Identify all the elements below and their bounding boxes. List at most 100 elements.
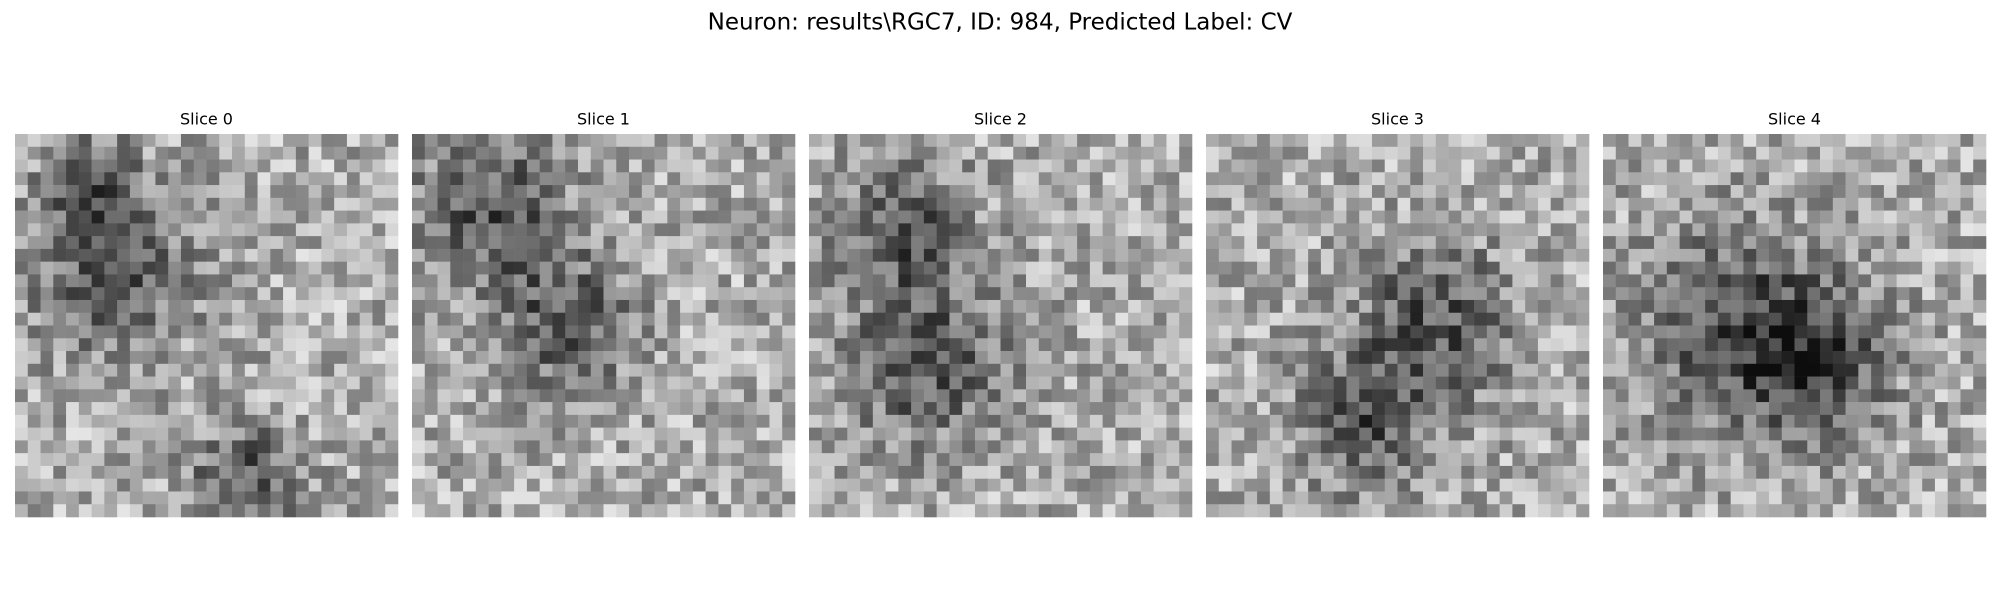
pixel xyxy=(1603,172,1617,186)
pixel xyxy=(180,312,195,326)
pixel xyxy=(359,478,373,492)
pixel xyxy=(834,478,848,492)
pixel xyxy=(66,351,80,365)
pixel xyxy=(475,248,489,262)
pixel xyxy=(232,402,246,416)
pixel xyxy=(1077,363,1091,377)
pixel xyxy=(1858,274,1872,288)
pixel xyxy=(692,440,706,454)
pixel xyxy=(1206,299,1220,314)
pixel xyxy=(15,197,29,211)
pixel xyxy=(847,185,861,199)
pixel xyxy=(590,197,604,211)
pixel xyxy=(1666,402,1680,416)
pixel xyxy=(1641,236,1655,250)
pixel xyxy=(1512,223,1526,237)
pixel xyxy=(923,465,937,479)
pixel xyxy=(847,363,861,377)
pixel xyxy=(1102,376,1116,390)
pixel xyxy=(1257,351,1271,365)
pixel xyxy=(1563,440,1577,454)
pixel xyxy=(1973,248,1987,262)
pixel xyxy=(1603,146,1617,160)
pixel xyxy=(1359,274,1373,288)
pixel xyxy=(1218,197,1232,211)
pixel xyxy=(629,325,643,339)
pixel xyxy=(142,312,156,326)
pixel xyxy=(308,478,322,492)
pixel xyxy=(885,312,899,326)
pixel xyxy=(78,478,92,492)
pixel xyxy=(359,389,373,403)
pixel xyxy=(692,465,706,479)
pixel xyxy=(1947,491,1961,505)
pixel xyxy=(577,210,592,224)
pixel xyxy=(168,465,182,479)
pixel xyxy=(437,363,451,377)
pixel xyxy=(526,274,540,288)
pixel xyxy=(1563,427,1577,441)
pixel xyxy=(1858,134,1872,148)
pixel xyxy=(1781,299,1795,314)
pixel xyxy=(206,504,220,518)
pixel xyxy=(1384,210,1398,224)
pixel xyxy=(1922,338,1936,352)
pixel xyxy=(898,376,912,390)
pixel xyxy=(1435,248,1449,262)
pixel xyxy=(1359,440,1373,454)
pixel xyxy=(885,236,899,250)
pixel xyxy=(1858,159,1872,173)
pixel xyxy=(206,146,220,160)
pixel xyxy=(1435,236,1449,250)
pixel xyxy=(1896,197,1910,211)
pixel xyxy=(1654,504,1668,518)
pixel xyxy=(885,414,899,428)
pixel xyxy=(463,376,477,390)
pixel xyxy=(1832,389,1846,403)
pixel xyxy=(66,159,80,173)
pixel xyxy=(1474,312,1488,326)
pixel xyxy=(155,478,169,492)
pixel xyxy=(450,197,464,211)
pixel xyxy=(1781,223,1795,237)
pixel xyxy=(1832,134,1846,148)
pixel xyxy=(334,210,348,224)
pixel xyxy=(769,363,783,377)
pixel xyxy=(129,338,143,352)
pixel xyxy=(283,159,297,173)
pixel xyxy=(117,261,131,275)
pixel xyxy=(552,172,566,186)
pixel xyxy=(1423,134,1437,148)
pixel xyxy=(667,504,681,518)
pixel xyxy=(1359,389,1373,403)
pixel xyxy=(756,287,770,301)
pixel xyxy=(424,453,438,467)
pixel xyxy=(1089,351,1103,365)
pixel xyxy=(1756,402,1770,416)
pixel xyxy=(1896,248,1910,262)
pixel xyxy=(834,146,848,160)
pixel xyxy=(270,440,284,454)
pixel xyxy=(1257,210,1271,224)
pixel xyxy=(206,453,220,467)
pixel xyxy=(1461,299,1475,314)
pixel xyxy=(1781,261,1795,275)
pixel xyxy=(1257,389,1271,403)
pixel xyxy=(847,287,861,301)
pixel xyxy=(437,427,451,441)
pixel xyxy=(1257,465,1271,479)
pixel xyxy=(1756,248,1770,262)
pixel xyxy=(782,312,796,326)
pixel xyxy=(1089,402,1103,416)
pixel xyxy=(232,287,246,301)
pixel xyxy=(809,440,823,454)
pixel xyxy=(1295,172,1309,186)
pixel xyxy=(1896,453,1910,467)
pixel xyxy=(949,159,963,173)
pixel xyxy=(1435,261,1449,275)
pixel xyxy=(1257,376,1271,390)
pixel xyxy=(385,478,399,492)
pixel xyxy=(66,376,80,390)
pixel xyxy=(1346,197,1360,211)
pixel xyxy=(295,146,309,160)
